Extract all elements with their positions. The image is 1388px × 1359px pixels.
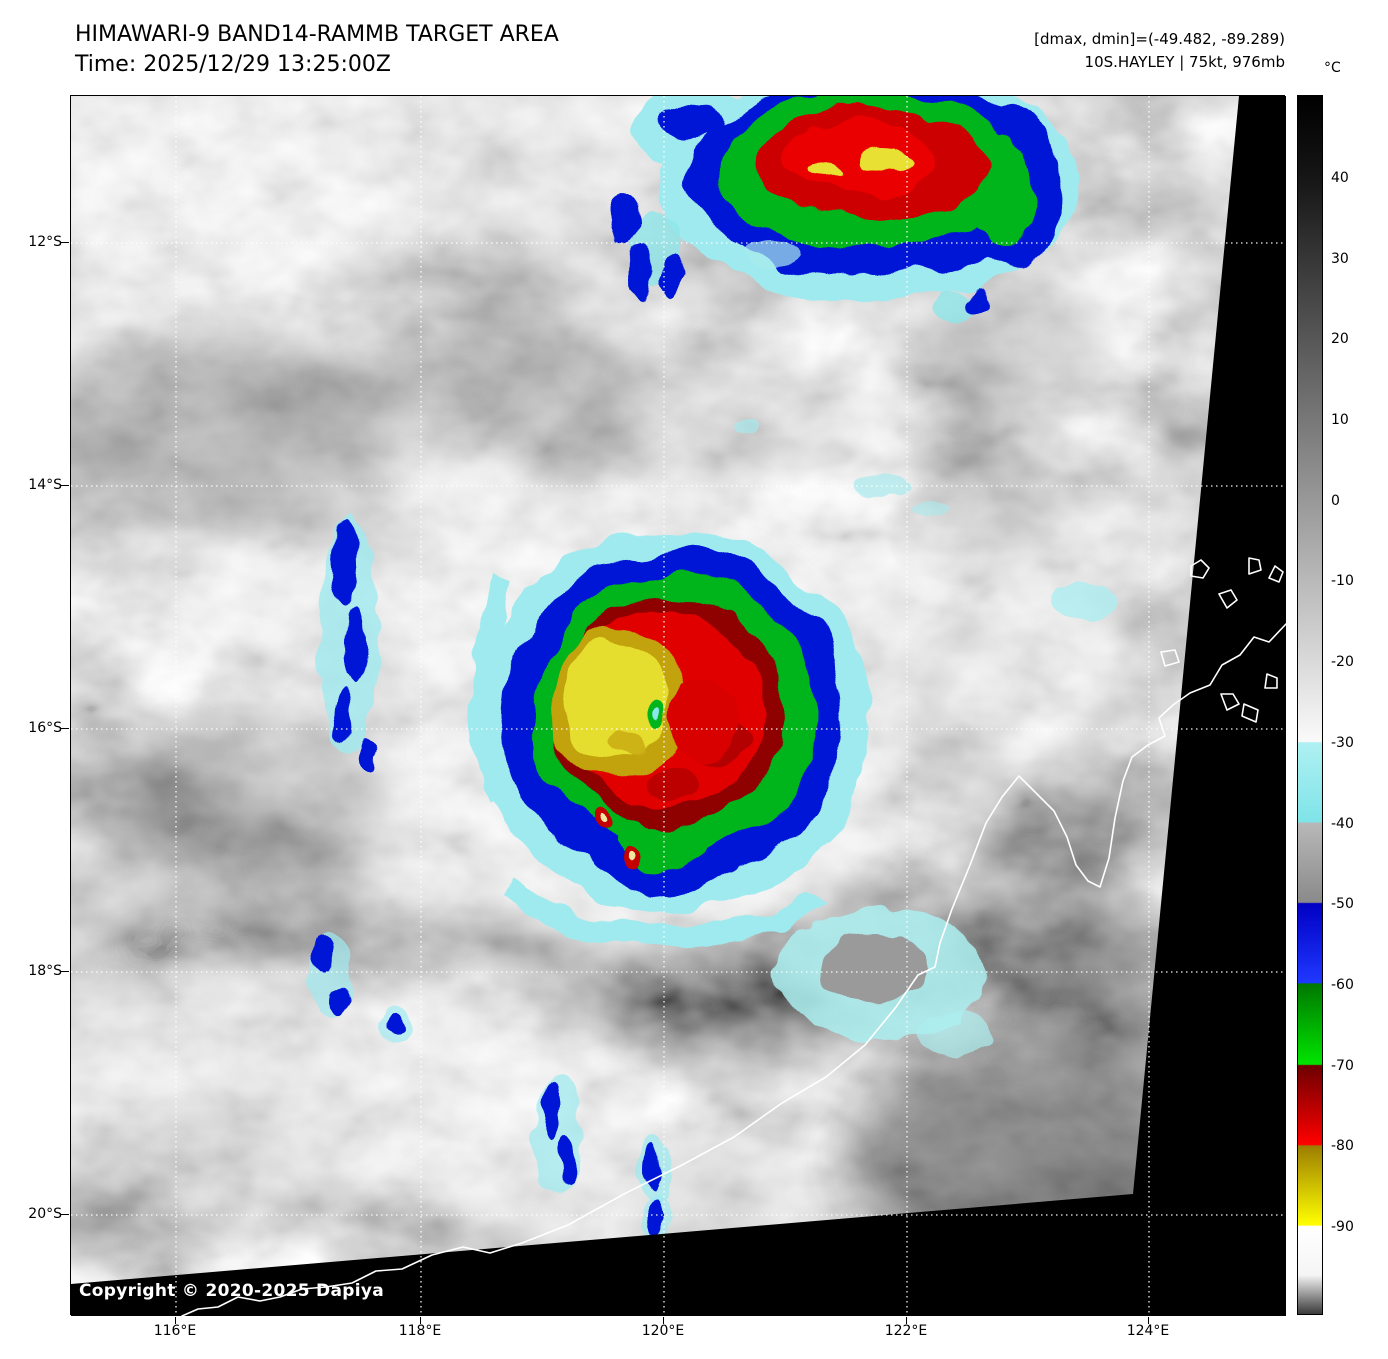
dmax-dmin-readout: [dmax, dmin]=(-49.482, -89.289) (1034, 30, 1285, 48)
gridlines (71, 96, 1286, 1316)
colorbar-unit-label: °C (1324, 60, 1341, 76)
x-axis-tick (420, 1317, 421, 1324)
lat-label-12s: 12°S (28, 234, 62, 250)
y-axis-tick (61, 728, 69, 729)
x-axis-tick (663, 1317, 664, 1324)
lat-label-14s: 14°S (28, 477, 62, 493)
x-axis-tick (175, 1317, 176, 1324)
y-axis-tick (61, 1214, 69, 1215)
lat-label-18s: 18°S (28, 963, 62, 979)
lon-label-124e: 124°E (1126, 1323, 1170, 1339)
cyclone (469, 531, 871, 950)
copyright-watermark: Copyright © 2020-2025 Dapiya (79, 1281, 384, 1301)
colorbar-tick-m30: -30 (1331, 735, 1354, 751)
colorbar-tick-0: 0 (1331, 493, 1340, 509)
product-title: HIMAWARI-9 BAND14-RAMMB TARGET AREA (75, 22, 559, 47)
colorbar-tick-m10: -10 (1331, 573, 1354, 589)
islands (1160, 557, 1284, 723)
storm-info-readout: 10S.HAYLEY | 75kt, 976mb (1084, 53, 1285, 71)
lon-label-122e: 122°E (884, 1323, 928, 1339)
x-axis-tick (906, 1317, 907, 1324)
product-timestamp: Time: 2025/12/29 13:25:00Z (75, 52, 391, 77)
lat-label-20s: 20°S (28, 1206, 62, 1222)
colorbar-tick-10: 10 (1331, 412, 1349, 428)
colorbar (1297, 95, 1323, 1315)
colorbar-tick-m60: -60 (1331, 977, 1354, 993)
y-axis-tick (61, 242, 69, 243)
colorbar-tick-m50: -50 (1331, 896, 1354, 912)
colorbar-tick-40: 40 (1331, 170, 1349, 186)
colorbar-scale (1298, 96, 1322, 1314)
satellite-map: Copyright © 2020-2025 Dapiya (70, 95, 1286, 1316)
colorbar-tick-m40: -40 (1331, 816, 1354, 832)
coastline (181, 557, 1286, 1316)
y-axis-tick (61, 485, 69, 486)
lon-label-116e: 116°E (153, 1323, 197, 1339)
colorbar-tick-m80: -80 (1331, 1138, 1354, 1154)
x-axis-tick (1148, 1317, 1149, 1324)
lon-label-120e: 120°E (641, 1323, 685, 1339)
colorbar-tick-20: 20 (1331, 331, 1349, 347)
convection-scatter (608, 192, 990, 323)
lon-label-118e: 118°E (398, 1323, 442, 1339)
colorbar-tick-30: 30 (1331, 251, 1349, 267)
lat-label-16s: 16°S (28, 720, 62, 736)
y-axis-tick (61, 971, 69, 972)
satellite-raster (71, 96, 1286, 1316)
no-data-region (71, 96, 1286, 1316)
colorbar-tick-m70: -70 (1331, 1058, 1354, 1074)
colorbar-tick-m90: -90 (1331, 1219, 1354, 1235)
colorbar-tick-m20: -20 (1331, 654, 1354, 670)
